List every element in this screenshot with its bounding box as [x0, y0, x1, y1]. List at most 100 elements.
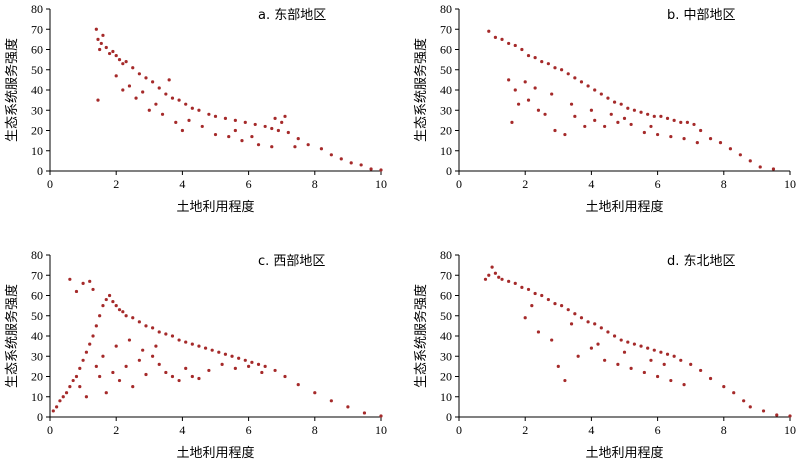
x-tick-label: 4 — [588, 177, 594, 191]
data-point — [111, 49, 115, 54]
data-point — [213, 132, 218, 137]
data-point — [665, 116, 670, 120]
data-point — [629, 366, 633, 370]
data-point — [98, 374, 102, 379]
data-point — [180, 128, 184, 133]
data-point — [708, 137, 713, 141]
data-point — [560, 304, 564, 308]
data-point — [728, 147, 733, 151]
data-point — [117, 378, 122, 383]
data-point — [280, 120, 284, 124]
data-point — [223, 352, 228, 356]
x-tick-label: 2 — [113, 177, 119, 191]
x-tick-label: 6 — [655, 177, 661, 191]
x-tick-label: 6 — [246, 177, 252, 191]
data-point — [669, 134, 673, 139]
data-point — [71, 378, 75, 383]
data-point — [293, 145, 297, 149]
data-point — [626, 340, 630, 344]
data-point — [540, 60, 544, 64]
data-point — [649, 358, 653, 362]
y-tick-label: 20 — [440, 124, 452, 138]
y-tick-label: 10 — [440, 390, 452, 404]
data-point — [121, 62, 125, 66]
data-point — [616, 120, 620, 124]
data-point — [237, 356, 241, 360]
x-tick-label: 6 — [655, 423, 661, 437]
data-point — [379, 168, 383, 172]
data-point — [141, 90, 145, 94]
data-point — [78, 366, 82, 370]
data-point — [639, 110, 643, 114]
data-point — [94, 27, 98, 31]
data-point — [137, 72, 141, 76]
data-point — [101, 33, 105, 37]
data-point — [233, 128, 237, 133]
panel-title: c. 西部地区 — [258, 254, 325, 269]
data-point — [51, 409, 55, 413]
data-point — [117, 58, 122, 62]
data-point — [127, 338, 132, 342]
x-axis-label: 土地利用程度 — [585, 445, 663, 461]
x-tick-label: 2 — [522, 177, 528, 191]
data-point — [609, 112, 613, 116]
data-point — [117, 308, 122, 312]
data-point — [493, 271, 498, 275]
data-point — [553, 128, 557, 133]
x-tick-label: 0 — [456, 423, 462, 437]
data-point — [227, 134, 231, 139]
panel-a: 0 10 20 30 40 50 60 70 80 0 2 4 6 8 10 土地利用程度 生态系统服务强度 a.… — [4, 2, 387, 215]
data-point — [74, 374, 79, 379]
data-point — [151, 326, 155, 330]
data-point — [546, 62, 550, 66]
data-point — [493, 35, 498, 39]
data-point — [157, 86, 161, 90]
y-tick-label: 70 — [440, 268, 452, 282]
data-point — [483, 277, 488, 281]
y-tick-label: 40 — [440, 83, 452, 97]
y-tick-label: 70 — [440, 22, 452, 36]
data-point — [151, 80, 155, 84]
data-point — [662, 362, 666, 366]
data-point — [68, 277, 72, 281]
data-point — [137, 320, 141, 324]
data-point — [642, 130, 646, 135]
data-point — [513, 88, 517, 92]
data-point — [656, 374, 660, 379]
data-point — [629, 122, 633, 127]
data-point — [546, 297, 550, 302]
data-point — [487, 273, 491, 277]
y-tick-label: 30 — [31, 349, 43, 363]
y-axis-label: 生态系统服务强度 — [413, 284, 429, 388]
data-point — [569, 322, 574, 326]
data-point — [91, 334, 95, 338]
y-tick-label: 0 — [446, 164, 452, 178]
data-point — [61, 395, 65, 399]
data-point — [359, 163, 363, 167]
panel-title: b. 中部地区 — [667, 8, 736, 23]
data-point — [296, 137, 300, 141]
data-point — [160, 112, 165, 116]
y-tick-label: 60 — [31, 43, 43, 57]
data-point — [210, 348, 214, 352]
y-tick-label: 20 — [31, 124, 43, 138]
data-point — [586, 320, 590, 324]
data-point — [788, 414, 792, 418]
y-tick-label: 0 — [446, 410, 452, 424]
data-point — [606, 96, 610, 100]
data-point — [111, 299, 115, 304]
data-point — [170, 334, 175, 338]
data-point — [526, 98, 531, 102]
data-point — [137, 358, 141, 362]
data-point — [682, 383, 686, 387]
data-point — [197, 376, 201, 381]
data-point — [695, 141, 699, 145]
x-tick-label: 8 — [312, 177, 318, 191]
panel-b: 0 10 20 30 40 50 60 70 80 0 2 4 6 8 10 土地利用程度 生态系统服务强度 b.… — [413, 2, 796, 215]
data-point — [369, 167, 373, 171]
data-point — [114, 74, 118, 78]
data-point — [233, 366, 237, 370]
data-point — [276, 128, 280, 133]
data-point — [190, 342, 194, 346]
